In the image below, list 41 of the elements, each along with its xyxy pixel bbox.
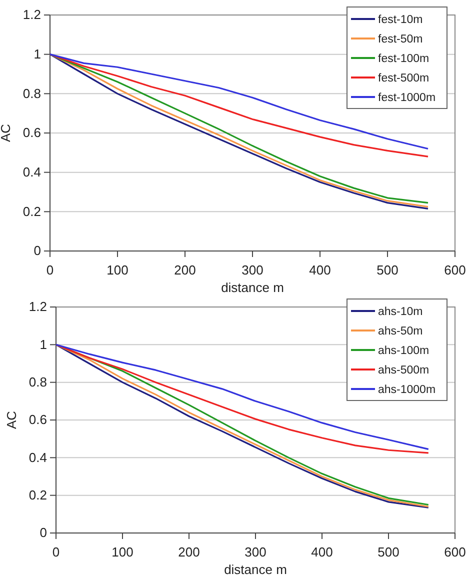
y-axis-title: AC (4, 410, 19, 430)
y-axis-title: AC (0, 124, 13, 142)
y-tick-label: 1.2 (28, 299, 47, 314)
legend-label: fest-100m (378, 53, 430, 65)
x-axis-title: distance m (221, 280, 284, 295)
x-tick-label: 600 (444, 262, 466, 278)
y-tick-label: 0.8 (22, 86, 41, 101)
x-tick-label: 400 (309, 262, 331, 278)
legend-label: fest-50m (378, 34, 423, 46)
x-tick-label: 100 (112, 544, 134, 560)
x-tick-label: 200 (174, 262, 196, 278)
legend-label: ahs-500m (378, 364, 430, 376)
y-tick-label: 0.4 (22, 164, 41, 180)
legend-label: fest-500m (378, 72, 430, 84)
y-tick-label: 0.6 (28, 412, 47, 428)
y-tick-label: 0 (34, 243, 41, 258)
x-tick-label: 300 (244, 544, 266, 560)
legend-label: ahs-50m (378, 326, 423, 338)
y-tick-label: 1 (34, 46, 41, 62)
y-tick-label: 0.8 (28, 374, 47, 390)
x-tick-label: 200 (178, 544, 200, 560)
x-tick-label: 0 (52, 544, 60, 560)
y-tick-label: 1 (40, 336, 47, 352)
x-tick-label: 100 (106, 262, 128, 278)
y-tick-label: 0 (40, 525, 47, 540)
x-tick-label: 300 (242, 262, 264, 278)
y-tick-label: 1.2 (22, 7, 41, 22)
x-tick-label: 500 (378, 544, 400, 560)
y-tick-label: 0.2 (28, 487, 47, 502)
x-axis-title: distance m (224, 562, 287, 577)
legend-label: ahs-100m (378, 345, 430, 357)
x-tick-label: 600 (444, 544, 466, 560)
x-tick-label: 400 (311, 544, 333, 560)
x-tick-label: 500 (376, 262, 398, 278)
y-tick-label: 0.2 (22, 204, 41, 219)
y-tick-label: 0.6 (22, 125, 41, 140)
y-tick-label: 0.4 (28, 450, 47, 465)
legend-label: ahs-1000m (378, 384, 436, 396)
legend-label: fest-1000m (378, 92, 436, 104)
legend-label: fest-10m (378, 14, 423, 26)
legend-label: ahs-10m (378, 306, 423, 318)
